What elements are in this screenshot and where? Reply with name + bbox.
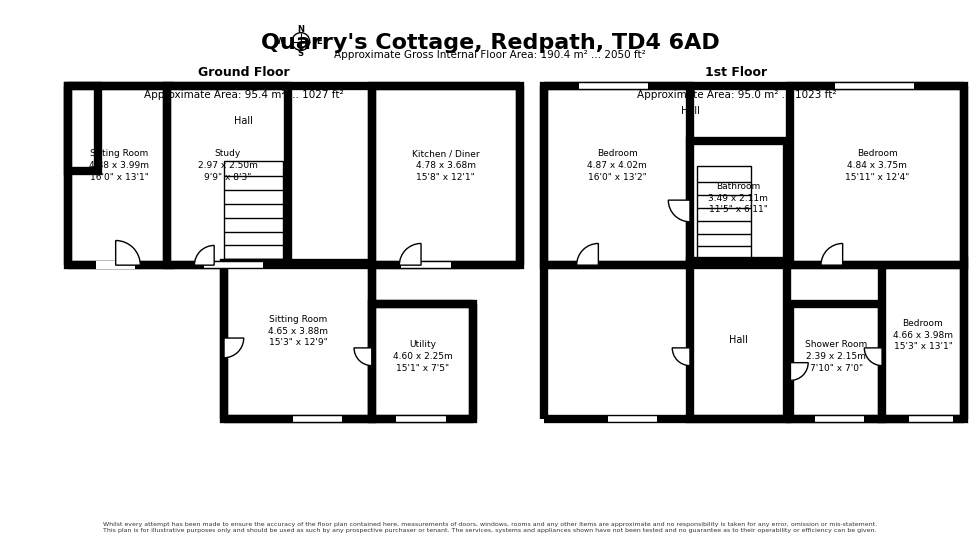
Text: Shower Room
2.39 x 2.15m
7'10" x 7'0": Shower Room 2.39 x 2.15m 7'10" x 7'0" bbox=[806, 340, 867, 373]
Wedge shape bbox=[791, 363, 808, 380]
Text: Approximate Gross Internal Floor Area: 190.4 m² ... 2050 ft²: Approximate Gross Internal Floor Area: 1… bbox=[334, 51, 646, 60]
Wedge shape bbox=[116, 240, 140, 265]
Text: Approximate Area: 95.0 m² ... 1023 ft²: Approximate Area: 95.0 m² ... 1023 ft² bbox=[637, 90, 836, 100]
Wedge shape bbox=[821, 243, 843, 265]
Bar bbox=[69, 86, 98, 171]
Text: Hall: Hall bbox=[680, 107, 700, 116]
Bar bbox=[69, 86, 170, 265]
Text: Hall: Hall bbox=[729, 335, 748, 345]
Text: Sitting Room
4.65 x 3.88m
15'3" x 12'9": Sitting Room 4.65 x 3.88m 15'3" x 12'9" bbox=[268, 315, 328, 348]
Bar bbox=[371, 304, 473, 419]
Text: Bathroom
3.49 x 2.11m
11'5" x 6'11": Bathroom 3.49 x 2.11m 11'5" x 6'11" bbox=[709, 182, 768, 215]
Text: Bedroom
4.84 x 3.75m
15'11" x 12'4": Bedroom 4.84 x 3.75m 15'11" x 12'4" bbox=[845, 149, 909, 182]
Bar bbox=[690, 141, 787, 265]
Bar bbox=[544, 86, 690, 265]
Text: Bedroom
4.66 x 3.98m
15'3" x 13'1": Bedroom 4.66 x 3.98m 15'3" x 13'1" bbox=[893, 319, 953, 351]
Wedge shape bbox=[864, 348, 882, 366]
Text: Bedroom
4.87 x 4.02m
16'0" x 13'2": Bedroom 4.87 x 4.02m 16'0" x 13'2" bbox=[587, 149, 647, 182]
Wedge shape bbox=[400, 243, 421, 265]
Wedge shape bbox=[194, 245, 215, 265]
Bar bbox=[224, 263, 371, 419]
Bar bbox=[167, 86, 288, 265]
Text: S: S bbox=[298, 49, 304, 58]
Text: 1st Floor: 1st Floor bbox=[706, 66, 767, 79]
Text: Hall: Hall bbox=[234, 116, 253, 126]
Text: Whilst every attempt has been made to ensure the accuracy of the floor plan cont: Whilst every attempt has been made to en… bbox=[103, 522, 877, 533]
Bar bbox=[697, 166, 751, 259]
Text: Quarry's Cottage, Redpath, TD4 6AD: Quarry's Cottage, Redpath, TD4 6AD bbox=[261, 32, 719, 53]
Bar bbox=[371, 86, 519, 265]
Bar bbox=[882, 261, 963, 419]
Text: Approximate Area: 95.4 m² ... 1027 ft²: Approximate Area: 95.4 m² ... 1027 ft² bbox=[144, 90, 344, 100]
Bar bbox=[791, 304, 882, 419]
Bar bbox=[791, 86, 963, 265]
Text: E: E bbox=[317, 37, 322, 46]
Text: Ground Floor: Ground Floor bbox=[198, 66, 289, 79]
Wedge shape bbox=[576, 243, 599, 265]
Wedge shape bbox=[224, 338, 244, 358]
Bar bbox=[224, 161, 283, 259]
Wedge shape bbox=[354, 348, 371, 366]
Text: Sitting Room
4.88 x 3.99m
16'0" x 13'1": Sitting Room 4.88 x 3.99m 16'0" x 13'1" bbox=[89, 149, 149, 182]
Text: W: W bbox=[275, 37, 285, 46]
Text: N: N bbox=[297, 25, 305, 33]
Wedge shape bbox=[668, 200, 690, 222]
Text: Study
2.97 x 2.50m
9'9" x 8'3": Study 2.97 x 2.50m 9'9" x 8'3" bbox=[198, 149, 258, 182]
Bar bbox=[690, 261, 787, 419]
Wedge shape bbox=[672, 348, 690, 366]
Text: Utility
4.60 x 2.25m
15'1" x 7'5": Utility 4.60 x 2.25m 15'1" x 7'5" bbox=[393, 340, 453, 373]
Text: Kitchen / Diner
4.78 x 3.68m
15'8" x 12'1": Kitchen / Diner 4.78 x 3.68m 15'8" x 12'… bbox=[412, 149, 479, 182]
